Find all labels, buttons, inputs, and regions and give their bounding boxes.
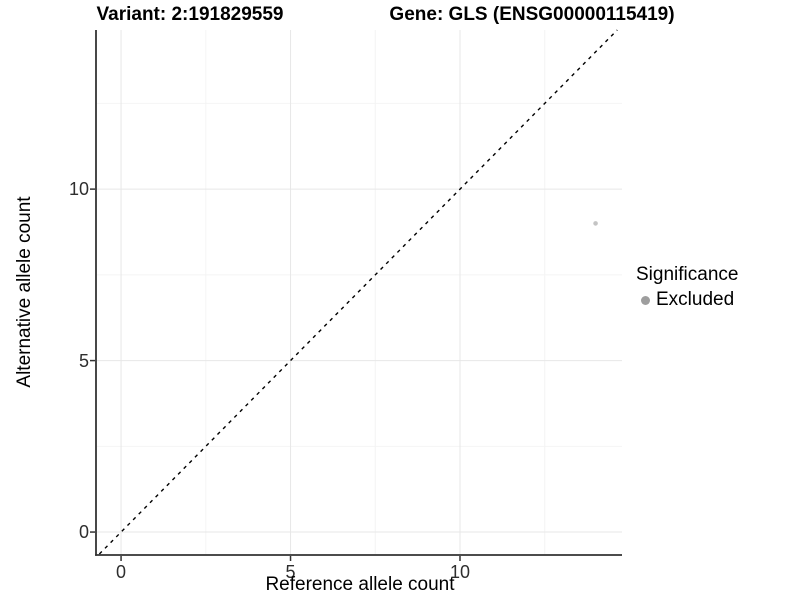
legend-point-icon [641, 295, 650, 305]
x-tick-label: 5 [285, 562, 296, 582]
y-axis-title: Alternative allele count [14, 196, 35, 388]
y-tick-label: 0 [78, 522, 89, 543]
variant-title: Variant: 2:191829559 [96, 4, 284, 25]
legend-item-label: Excluded [656, 289, 735, 310]
x-tick-label: 0 [116, 562, 127, 582]
data-point [593, 221, 598, 226]
gene-title: Gene: GLS (ENSG00000115419) [389, 4, 675, 25]
identity-line [98, 29, 618, 555]
y-tick-label: 5 [78, 350, 89, 371]
legend: Significance Excluded [636, 263, 800, 311]
y-tick-label: 10 [68, 179, 89, 200]
legend-item-excluded: Excluded [636, 289, 800, 311]
legend-title: Significance [636, 264, 739, 285]
x-tick-label: 10 [449, 562, 470, 582]
x-axis-title: Reference allele count [265, 574, 455, 595]
